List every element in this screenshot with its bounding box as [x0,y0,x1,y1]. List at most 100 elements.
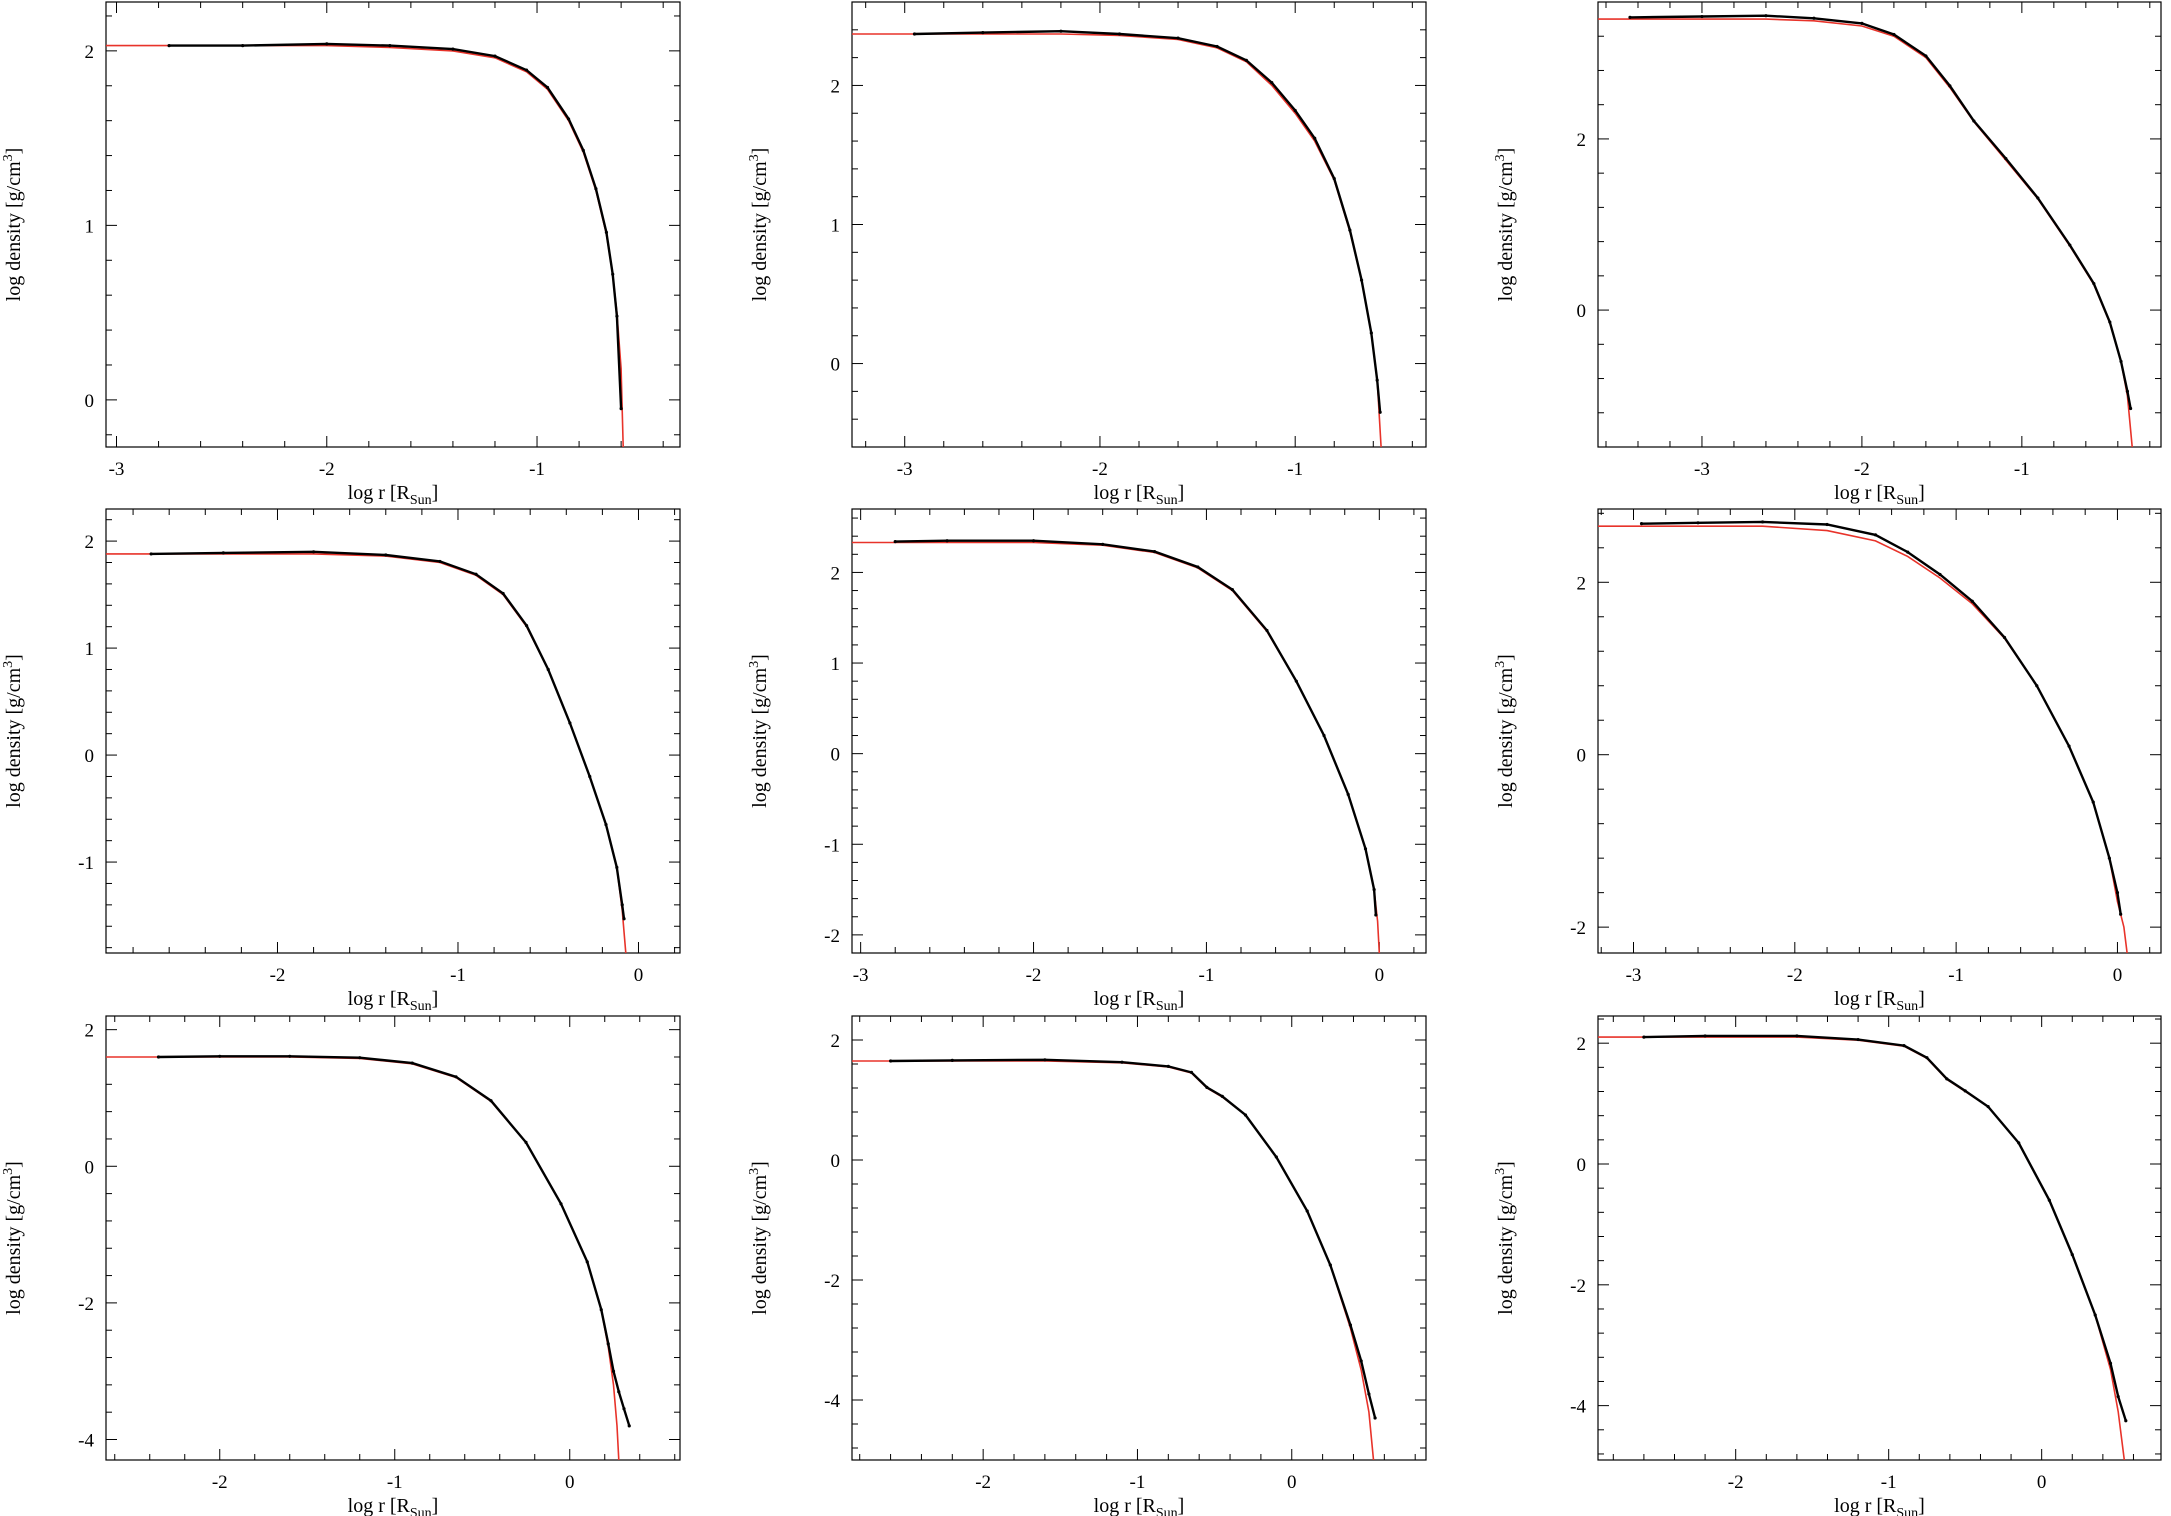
particle-point [2108,320,2112,324]
plot-frame [105,1015,681,1461]
x-tick-label: -1 [1881,1472,1897,1493]
particle-point [156,1055,161,1059]
series-group [852,539,1381,953]
particle-point [241,44,245,48]
y-tick-label: 0 [831,1151,841,1172]
series-group [852,29,1382,447]
x-tick-label: 0 [634,965,644,986]
particle-point [524,624,529,628]
particle-point [1860,21,1864,25]
particle-point [1373,1416,1377,1420]
particle-point [1925,1056,1929,1060]
particle-point [945,539,949,543]
particle-point [2070,1253,2074,1257]
x-tick-label: -2 [1728,1472,1744,1493]
particle-point [1892,32,1896,37]
y-tick-label: 0 [1577,1155,1587,1176]
x-tick-label: -2 [1854,459,1870,480]
particle-point [1812,16,1816,20]
y-axis-label-end: ] [3,654,25,661]
y-tick-label: -2 [78,1294,94,1315]
y-tick-label: 2 [1577,130,1587,151]
x-axis-label-end: ] [432,988,439,1010]
y-tick-label: 1 [831,654,841,675]
particle-point [1293,108,1297,113]
x-axis-label: log r [RSun] [1094,482,1185,508]
particle-point [2124,1419,2128,1423]
y-tick-label: -2 [1570,918,1586,939]
particle-point [1795,1034,1799,1038]
particle-point [1374,913,1378,917]
x-tick-label: 0 [2113,965,2123,986]
x-tick-label: -2 [975,1472,991,1493]
particle-point [1873,533,1878,537]
particle-point [1117,32,1122,36]
particle-point [524,1140,528,1144]
y-tick-label: 1 [831,216,841,237]
y-axis-label-sup: 3 [1,1168,16,1175]
x-axis-label-sub: Sun [1896,999,1918,1014]
y-tick-label: 0 [831,355,841,376]
x-axis-label-main: log r [R [348,1495,411,1516]
particle-point [615,865,619,870]
x-axis-label: log r [RSun] [1834,988,1925,1014]
particle-point [451,47,455,51]
particle-point [358,1056,362,1060]
y-axis-label-end: ] [3,148,25,155]
y-tick-label: -1 [824,835,840,856]
x-axis-label-main: log r [R [348,482,411,504]
y-tick-label: 2 [831,76,841,97]
particle-point [1703,1034,1707,1038]
x-axis-label-end: ] [1918,1495,1925,1516]
particle-point [1359,1359,1363,1363]
y-axis-label-main: log density [g/cm [3,667,25,807]
y-axis-label-main: log density [g/cm [749,1174,771,1314]
x-axis-label: log r [RSun] [1094,988,1185,1014]
y-axis-label: log density [g/cm3] [1,654,25,808]
particle-point [2035,684,2039,688]
y-tick-label: -2 [1570,1276,1586,1297]
particle-point [1924,54,1928,58]
x-tick-label: -1 [2014,459,2030,480]
particle-point [2091,800,2095,804]
y-tick-label: 0 [1577,301,1587,322]
y-tick-label: -2 [824,926,840,947]
particle-point [1322,733,1326,738]
x-axis-label: log r [RSun] [348,482,439,508]
particle-point [1313,136,1317,140]
x-tick-label: -1 [1130,1472,1146,1493]
x-tick-label: -2 [1787,965,1803,986]
y-tick-label: 1 [85,216,95,237]
particle-point [1059,29,1063,33]
particle-point [559,1202,563,1206]
particle-profile-black [1641,520,2122,915]
particle-point [1628,15,1632,20]
y-axis-label-main: log density [g/cm [1495,1174,1517,1314]
particle-point [1043,1058,1047,1062]
x-axis-label: log r [RSun] [1834,1495,1925,1516]
y-axis-label: log density [g/cm3] [1493,148,1517,302]
x-tick-label: 0 [1287,1472,1297,1493]
x-tick-label: -3 [1694,459,1710,480]
particle-point [606,1342,610,1346]
x-axis-label: log r [RSun] [1834,482,1925,508]
particle-point [2115,891,2120,895]
x-axis-label-main: log r [R [348,988,411,1010]
particle-point [1906,550,1910,554]
y-axis-label-sup: 3 [1,661,16,668]
particle-point [2116,1394,2120,1399]
particle-point [1945,1077,1949,1081]
y-axis-label-sup: 3 [1493,1168,1508,1175]
particle-point [384,553,388,557]
x-axis-label-main: log r [R [1094,482,1157,504]
particle-point [1986,1105,1990,1109]
particle-point [1215,44,1219,49]
y-tick-label: -4 [78,1431,94,1452]
particle-point [1332,177,1336,181]
series-group [1598,14,2133,447]
particle-point [604,823,608,827]
x-axis-label: log r [RSun] [1094,1495,1185,1516]
particle-point [611,272,615,276]
